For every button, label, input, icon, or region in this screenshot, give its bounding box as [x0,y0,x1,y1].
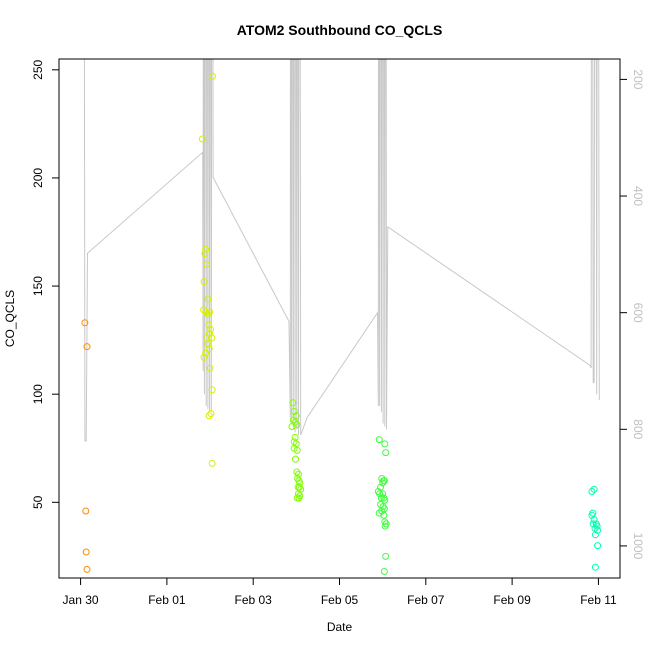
data-point [83,565,91,573]
data-point [380,511,388,519]
data-point [209,72,217,80]
x-tick-label: Feb 01 [148,593,186,607]
data-point [204,340,212,348]
data-point [200,278,208,286]
data-point [289,416,297,424]
data-point [204,310,212,318]
data-point [381,440,389,448]
data-point [205,321,213,329]
x-tick-label: Feb 07 [407,593,445,607]
data-point [288,423,296,431]
data-point [200,306,208,314]
data-point [202,245,210,253]
axes-layer: Jan 30 Feb 01 Feb 03 Feb 05 Feb 07 Feb 09 Feb … [31,59,645,607]
data-point [295,470,302,478]
data-point [205,345,213,353]
data-point [207,325,214,333]
y-tick-label: 50 [31,495,45,509]
data-point [291,433,299,441]
data-point [82,507,90,515]
y-tick-label: 100 [31,384,45,404]
data-point [591,563,599,571]
data-point [376,490,384,498]
data-point [594,526,602,534]
data-point [295,494,303,502]
y-tick-label: 200 [31,168,45,188]
plot-frame [58,58,621,579]
y2-tick-label: 800 [631,419,645,439]
y2-tick-label: 600 [631,303,645,323]
data-point [589,520,597,528]
data-point [381,522,389,530]
data-point [293,468,301,476]
data-point [590,516,598,524]
data-point [208,459,216,467]
data-point [202,308,210,316]
chart-title: ATOM2 Southbound CO_QCLS [237,22,443,38]
data-point [382,449,390,457]
x-tick-label: Jan 30 [63,593,99,607]
y-tick-label: 150 [31,276,45,296]
data-point [590,485,598,493]
data-point [379,490,387,498]
data-point [289,399,297,407]
data-point [206,364,214,372]
data-point [292,455,299,463]
data-point [588,511,596,519]
data-point [82,548,90,556]
data-point [375,436,383,444]
data-point [593,522,601,530]
data-point [377,483,384,491]
data-point [594,542,602,550]
data-point [380,477,388,485]
data-point [297,485,305,493]
y2-tick-label: 400 [631,186,645,206]
data-point [207,410,215,418]
data-point [381,496,389,504]
data-point [83,343,91,351]
data-point [290,408,298,415]
data-point [293,446,301,454]
data-point [382,552,390,560]
altitude-line [83,59,600,442]
data-point [201,250,209,258]
x-tick-label: Feb 03 [235,593,273,607]
data-point [591,531,599,539]
data-point [588,488,596,495]
data-point [81,319,89,327]
x-tick-label: Feb 09 [493,593,531,607]
x-axis-label: Date [327,620,353,634]
y2-tick-label: 1000 [631,533,645,560]
x-tick-label: Feb 11 [580,593,617,607]
y-tick-label: 250 [31,59,45,79]
data-point [203,334,211,342]
data-point [198,135,206,143]
data-point [296,479,304,487]
data-point [380,568,388,575]
x-tick-label: Feb 05 [321,593,359,607]
data-point [208,386,216,394]
data-point [204,295,212,303]
points-layer [81,72,602,575]
data-point [206,308,214,316]
data-point [208,334,216,342]
data-point [205,412,213,420]
data-point [377,494,385,502]
data-point [379,479,387,487]
data-point [292,440,300,448]
altitude-line-layer [83,59,600,442]
data-point [200,353,208,361]
y-axis-label: CO_QCLS [3,290,17,347]
data-point [203,260,211,268]
y2-tick-label: 200 [631,69,645,89]
data-point [202,349,210,357]
